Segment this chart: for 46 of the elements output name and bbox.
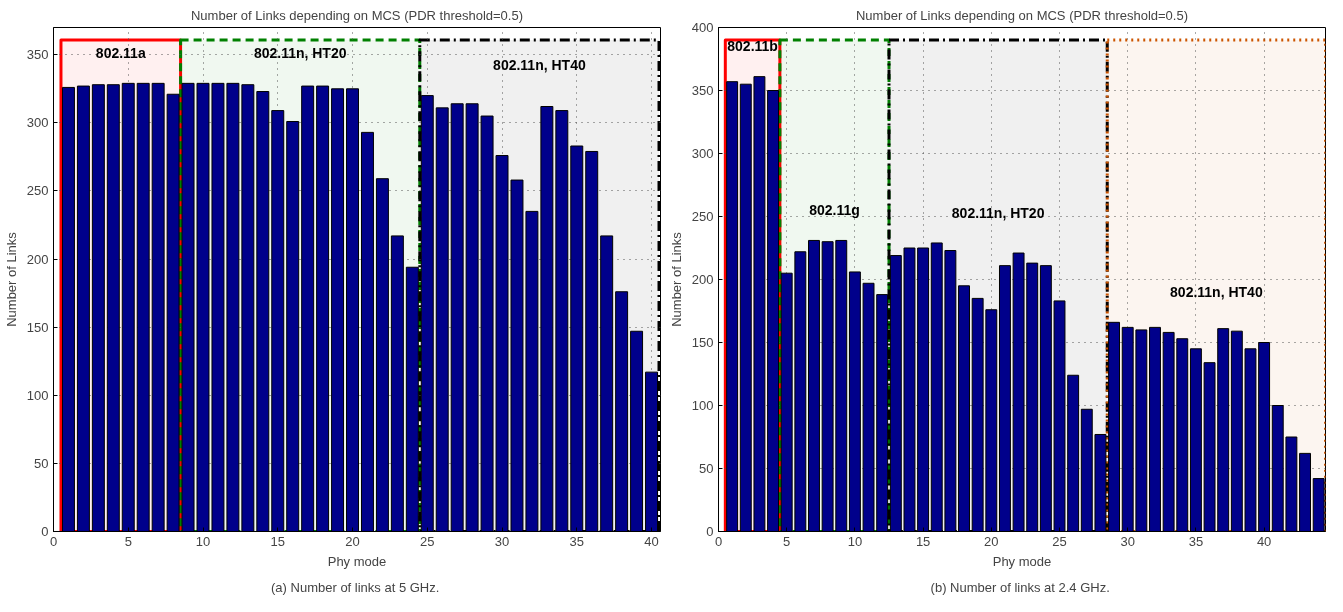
x-tick-label: 30: [1120, 533, 1135, 549]
x-tick-label: 15: [270, 533, 285, 549]
band-label: 802.11n, HT20: [253, 45, 347, 62]
text: (b) Number of links at 2.4 GHz.: [930, 579, 1110, 595]
y-tick-label: 250: [691, 209, 714, 224]
chart-title: Number of Links depending on MCS (PDR threshold=0.5): [190, 7, 524, 23]
y-tick-label: 100: [26, 387, 49, 403]
chart-title: Number of Links depending on MCS (PDR threshold=0.5): [855, 7, 1189, 23]
band-label: 802.11n, HT40: [1170, 284, 1263, 301]
x-axis-title: Phy mode: [992, 553, 1052, 569]
y-tick-label: 350: [26, 47, 49, 63]
y-tick-label: 150: [26, 319, 49, 335]
y-tick-label: 300: [691, 146, 714, 161]
text: (a) Number of links at 5 GHz.: [271, 579, 440, 595]
x-tick-label: 40: [1256, 533, 1272, 549]
x-tick-label: 35: [569, 533, 585, 549]
x-tick-label: 10: [195, 533, 211, 549]
x-tick-label: 35: [1188, 533, 1204, 549]
band-label: 802.11n, HT40: [493, 57, 586, 74]
y-tick-label: 250: [26, 183, 49, 199]
y-tick-label: 50: [699, 461, 714, 476]
y-axis-title: Number of Links: [668, 231, 684, 327]
x-tick-label: 25: [420, 533, 435, 549]
x-tick-label: 15: [915, 533, 931, 549]
x-tick-label: 20: [345, 533, 360, 549]
x-tick-label: 25: [1052, 533, 1067, 549]
x-tick-label: 20: [984, 533, 999, 549]
y-axis-title: Number of Links: [3, 231, 19, 327]
band-label: 802.11g: [809, 202, 860, 219]
x-tick-label: 30: [494, 533, 510, 549]
y-tick-label: 200: [691, 272, 714, 287]
y-tick-label: 350: [691, 83, 714, 98]
band-label: 802.11n, HT20: [951, 204, 1045, 221]
x-tick-label: 40: [644, 533, 659, 549]
y-tick-label: 50: [34, 455, 49, 471]
x-tick-label: 5: [124, 533, 132, 549]
y-tick-label: 200: [26, 251, 49, 267]
band-label: 802.11a: [95, 45, 146, 62]
x-axis-title: Phy mode: [327, 553, 387, 569]
y-tick-label: 300: [26, 115, 49, 131]
y-tick-label: 100: [691, 398, 714, 413]
x-tick-label: 5: [783, 533, 791, 549]
y-tick-label: 400: [691, 20, 714, 35]
band-label: 802.11b: [727, 38, 778, 55]
x-tick-label: 10: [847, 533, 863, 549]
y-tick-label: 150: [691, 335, 714, 350]
